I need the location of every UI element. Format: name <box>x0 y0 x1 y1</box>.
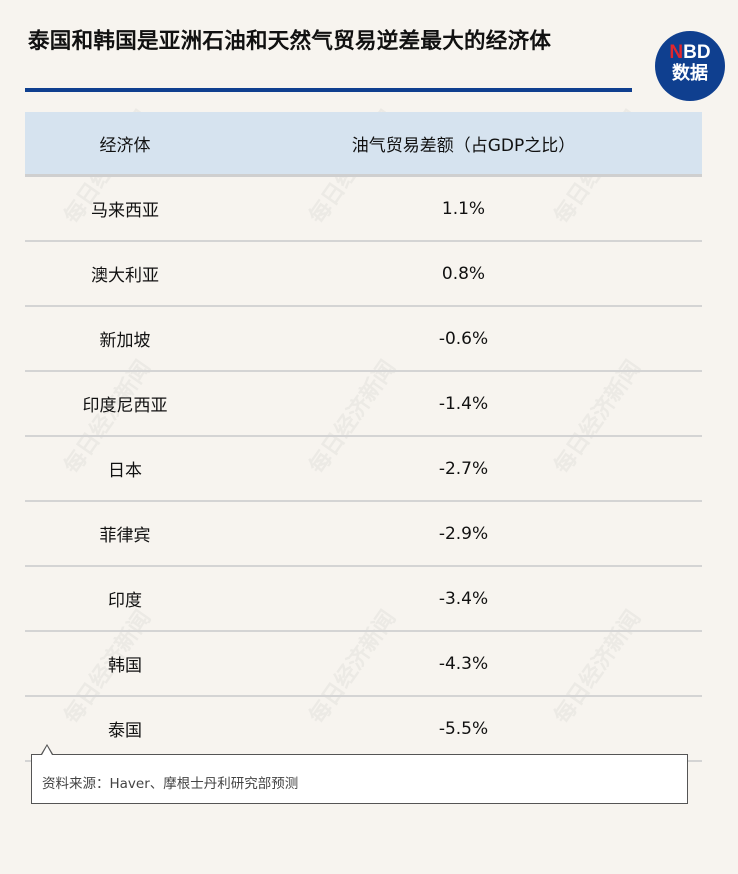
nbd-logo: NBD 数据 <box>655 31 725 101</box>
trade-balance-cell: -1.4% <box>225 371 702 437</box>
economy-cell: 印度 <box>25 566 225 632</box>
economy-cell: 新加坡 <box>25 306 225 372</box>
trade-balance-cell: -0.6% <box>225 306 702 372</box>
economy-cell: 澳大利亚 <box>25 241 225 307</box>
table-row: 印度尼西亚 -1.4% <box>25 371 702 437</box>
logo-n: N <box>669 42 684 63</box>
source-note: 资料来源：Haver、摩根士丹利研究部预测 <box>31 754 688 804</box>
table-row: 泰国 -5.5% <box>25 696 702 762</box>
economy-cell: 泰国 <box>25 696 225 762</box>
table-row: 新加坡 -0.6% <box>25 306 702 372</box>
economy-cell: 印度尼西亚 <box>25 371 225 437</box>
table-row: 日本 -2.7% <box>25 436 702 502</box>
note-pointer-fill <box>42 746 52 755</box>
trade-balance-cell: -5.5% <box>225 696 702 762</box>
title-underline <box>25 88 632 92</box>
economy-cell: 日本 <box>25 436 225 502</box>
trade-balance-cell: -2.9% <box>225 501 702 567</box>
table-row: 菲律宾 -2.9% <box>25 501 702 567</box>
economy-cell: 马来西亚 <box>25 175 225 242</box>
logo-subtext: 数据 <box>672 63 708 84</box>
page-title: 泰国和韩国是亚洲石油和天然气贸易逆差最大的经济体 <box>28 29 552 54</box>
logo-bd: BD <box>683 42 711 63</box>
trade-balance-cell: -4.3% <box>225 631 702 697</box>
table-row: 印度 -3.4% <box>25 566 702 632</box>
source-text: 资料来源：Haver、摩根士丹利研究部预测 <box>42 776 299 792</box>
economy-cell: 菲律宾 <box>25 501 225 567</box>
header-trade-balance: 油气贸易差额（占GDP之比） <box>225 112 702 177</box>
header-economy: 经济体 <box>25 112 225 177</box>
trade-balance-cell: -3.4% <box>225 566 702 632</box>
table-row: 澳大利亚 0.8% <box>25 241 702 307</box>
trade-balance-cell: 1.1% <box>225 175 702 242</box>
economy-cell: 韩国 <box>25 631 225 697</box>
trade-balance-cell: -2.7% <box>225 436 702 502</box>
trade-balance-cell: 0.8% <box>225 241 702 307</box>
data-table: 经济体 油气贸易差额（占GDP之比） 马来西亚 1.1% 澳大利亚 0.8% 新加坡 -0… <box>25 112 702 762</box>
table-header-row: 经济体 油气贸易差额（占GDP之比） <box>25 112 702 177</box>
table-row: 马来西亚 1.1% <box>25 175 702 242</box>
table-row: 韩国 -4.3% <box>25 631 702 697</box>
